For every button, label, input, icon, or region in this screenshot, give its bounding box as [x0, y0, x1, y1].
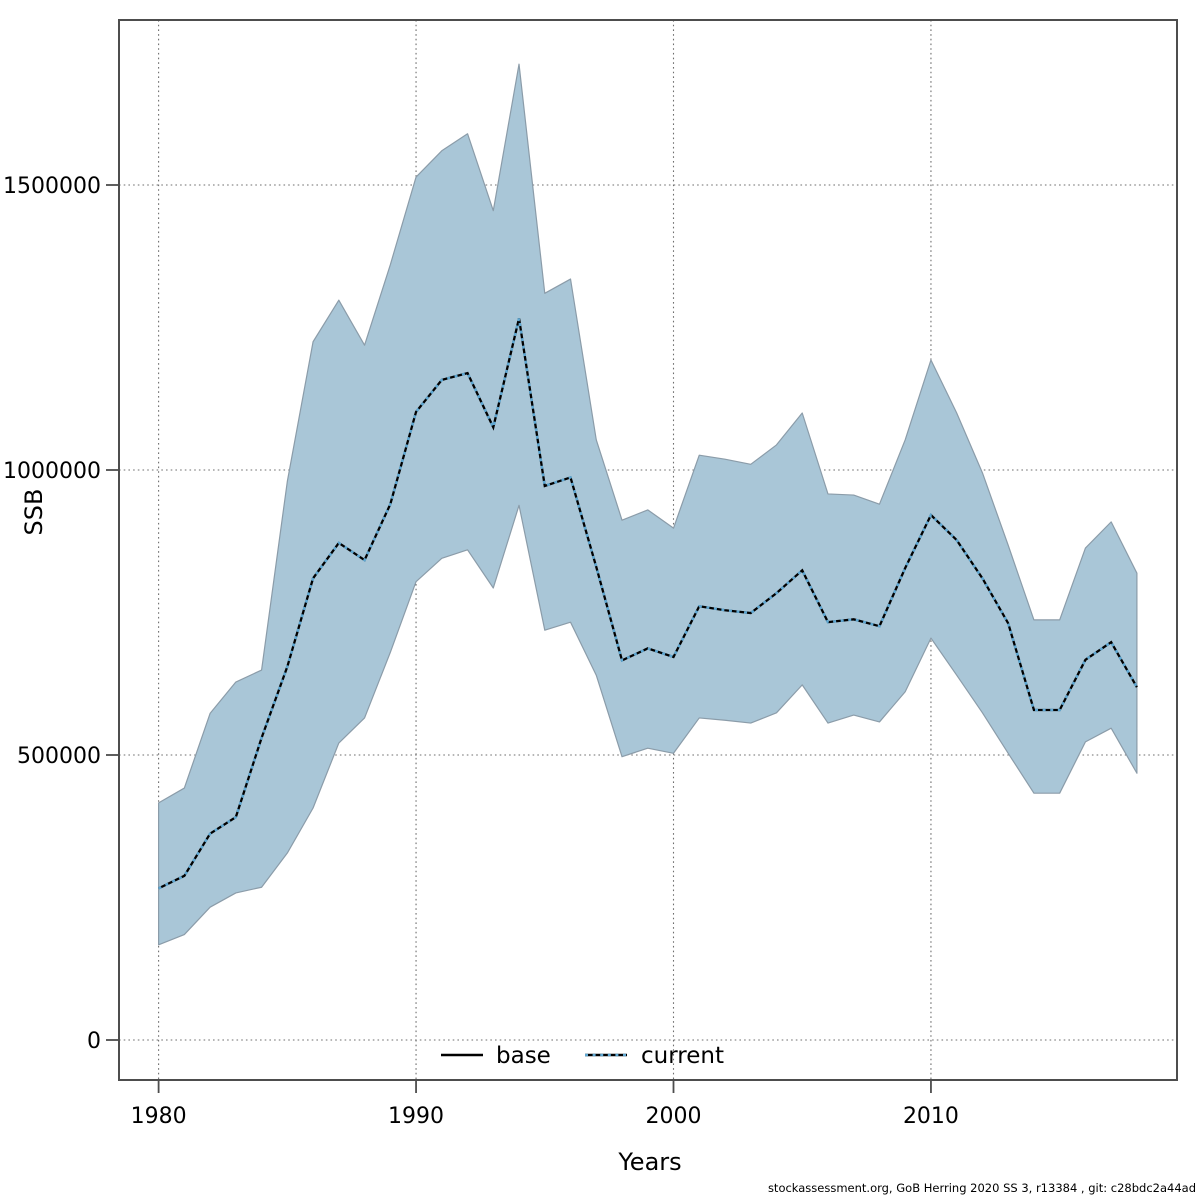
plot-border: [118, 19, 1178, 1081]
current-line: [158, 318, 1138, 890]
x-tick-label: 2000: [646, 1104, 702, 1129]
confidence-band-layer: [158, 63, 1138, 946]
footer-text: stockassessment.org, GoB Herring 2020 SS…: [768, 1181, 1196, 1195]
y-tick-label: 500000: [17, 744, 101, 769]
tick-labels-layer: 1500000 1000000 500000 0 1980 1990 2000 2010: [3, 174, 959, 1129]
confidence-band: [158, 63, 1138, 946]
x-tick-label: 2010: [903, 1104, 959, 1129]
legend-label-current: current: [641, 1043, 724, 1069]
x-axis-title: Years: [617, 1148, 681, 1176]
legend-label-base: base: [496, 1043, 551, 1069]
axis-ticks-layer: [106, 184, 932, 1093]
x-tick-label: 1990: [388, 1104, 444, 1129]
series-layer: [158, 318, 1138, 890]
y-tick-label: 1000000: [3, 459, 101, 484]
y-tick-label: 0: [87, 1029, 101, 1054]
y-axis-title: SSB: [20, 489, 48, 536]
y-tick-label: 1500000: [3, 174, 101, 199]
legend: base current: [441, 1043, 724, 1069]
x-tick-label: 1980: [131, 1104, 187, 1129]
